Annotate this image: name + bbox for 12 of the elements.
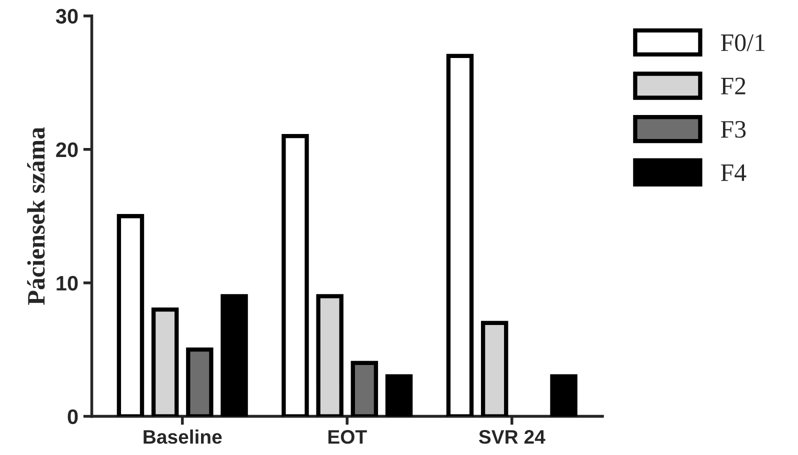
y-tick-label: 10 [56,276,78,291]
legend-label: F4 [720,164,746,181]
y-tick-label: 30 [56,8,78,24]
legend-label: F3 [720,121,746,138]
y-axis-title: Páciensek száma [27,127,45,305]
y-tick-label: 0 [68,409,78,424]
y-tick-label: 20 [56,142,78,158]
legend-label: F2 [720,78,746,94]
legend-label: F0/1 [720,34,765,52]
x-tick-label: SVR 24 [478,430,546,444]
x-tick-label: Baseline [144,430,222,444]
x-tick-label: EOT [328,430,367,444]
